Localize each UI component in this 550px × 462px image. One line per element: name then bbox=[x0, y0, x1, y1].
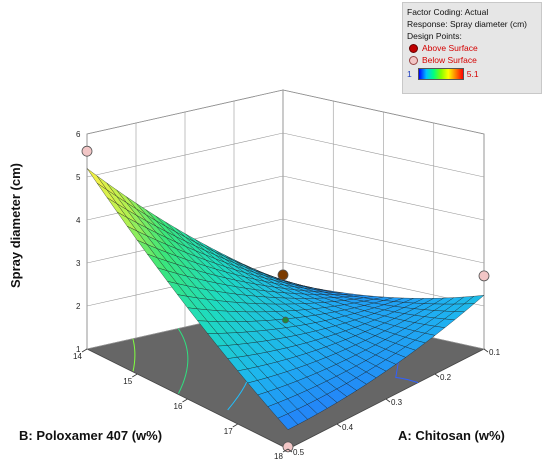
legend-above-label: Above Surface bbox=[422, 43, 478, 53]
chitosan-tick bbox=[385, 398, 391, 403]
poloxamer-tick bbox=[232, 423, 238, 428]
chitosan-tick-label: 0.2 bbox=[440, 373, 452, 382]
legend-response: Response: Spray diameter (cm) bbox=[407, 19, 527, 29]
chitosan-tick bbox=[287, 448, 293, 453]
design-point bbox=[277, 269, 289, 281]
contour-line bbox=[177, 328, 189, 394]
above-surface-marker bbox=[409, 43, 418, 53]
poloxamer-tick-label: 17 bbox=[224, 427, 233, 436]
design-point bbox=[478, 270, 490, 282]
chitosan-tick bbox=[434, 373, 440, 378]
legend-above-entry: Above Surface bbox=[407, 42, 537, 54]
legend-coding: Factor Coding: Actual bbox=[407, 7, 489, 17]
chitosan-tick bbox=[483, 348, 489, 353]
design-point bbox=[81, 145, 93, 157]
poloxamer-tick bbox=[132, 373, 138, 378]
legend-below-entry: Below Surface bbox=[407, 54, 537, 66]
z-tick-label: 4 bbox=[76, 216, 81, 225]
poloxamer-tick bbox=[282, 448, 289, 453]
surface-cell bbox=[277, 413, 299, 430]
poloxamer-tick-label: 16 bbox=[174, 402, 183, 411]
design-points bbox=[81, 145, 490, 453]
color-gradient-bar bbox=[417, 68, 464, 81]
legend: Factor Coding: Actual Response: Spray di… bbox=[402, 2, 542, 94]
legend-below-label: Below Surface bbox=[422, 55, 477, 65]
design-point bbox=[282, 316, 289, 324]
chitosan-tick-label: 0.3 bbox=[391, 398, 403, 407]
wall-gridlines bbox=[86, 89, 485, 350]
z-tick-label: 5 bbox=[76, 173, 81, 182]
below-surface-marker bbox=[409, 55, 418, 65]
legend-color-scale: 1 5.1 bbox=[407, 68, 537, 81]
tick-labels: 1 2 3 4 5 6 14 15 16 17 18 0.1 0.2 0.3 0.4 0.5 bbox=[73, 130, 501, 461]
z-tick-label: 6 bbox=[76, 130, 81, 139]
poloxamer-tick bbox=[81, 348, 88, 353]
design-point bbox=[282, 441, 294, 453]
z-tick-label: 1 bbox=[76, 345, 81, 354]
chitosan-tick-label: 0.1 bbox=[489, 348, 501, 357]
z-axis-title: Spray diameter (cm) bbox=[8, 163, 23, 288]
chitosan-tick-label: 0.4 bbox=[342, 423, 354, 432]
chitosan-tick-label: 0.5 bbox=[293, 448, 305, 457]
chitosan-tick bbox=[336, 423, 342, 428]
legend-points-header: Design Points: bbox=[407, 31, 462, 41]
poloxamer-tick-label: 18 bbox=[274, 452, 283, 461]
x-axis-title: A: Chitosan (w%) bbox=[398, 428, 505, 443]
y-axis-title: B: Poloxamer 407 (w%) bbox=[19, 428, 162, 443]
scale-max: 5.1 bbox=[466, 69, 479, 79]
contour-line bbox=[132, 338, 136, 372]
poloxamer-tick-label: 14 bbox=[73, 352, 82, 361]
poloxamer-tick bbox=[182, 398, 188, 403]
response-surface bbox=[86, 168, 485, 430]
z-tick-label: 3 bbox=[76, 259, 81, 268]
scale-min: 1 bbox=[407, 69, 412, 79]
poloxamer-tick-label: 15 bbox=[123, 377, 132, 386]
z-tick-label: 2 bbox=[76, 302, 81, 311]
